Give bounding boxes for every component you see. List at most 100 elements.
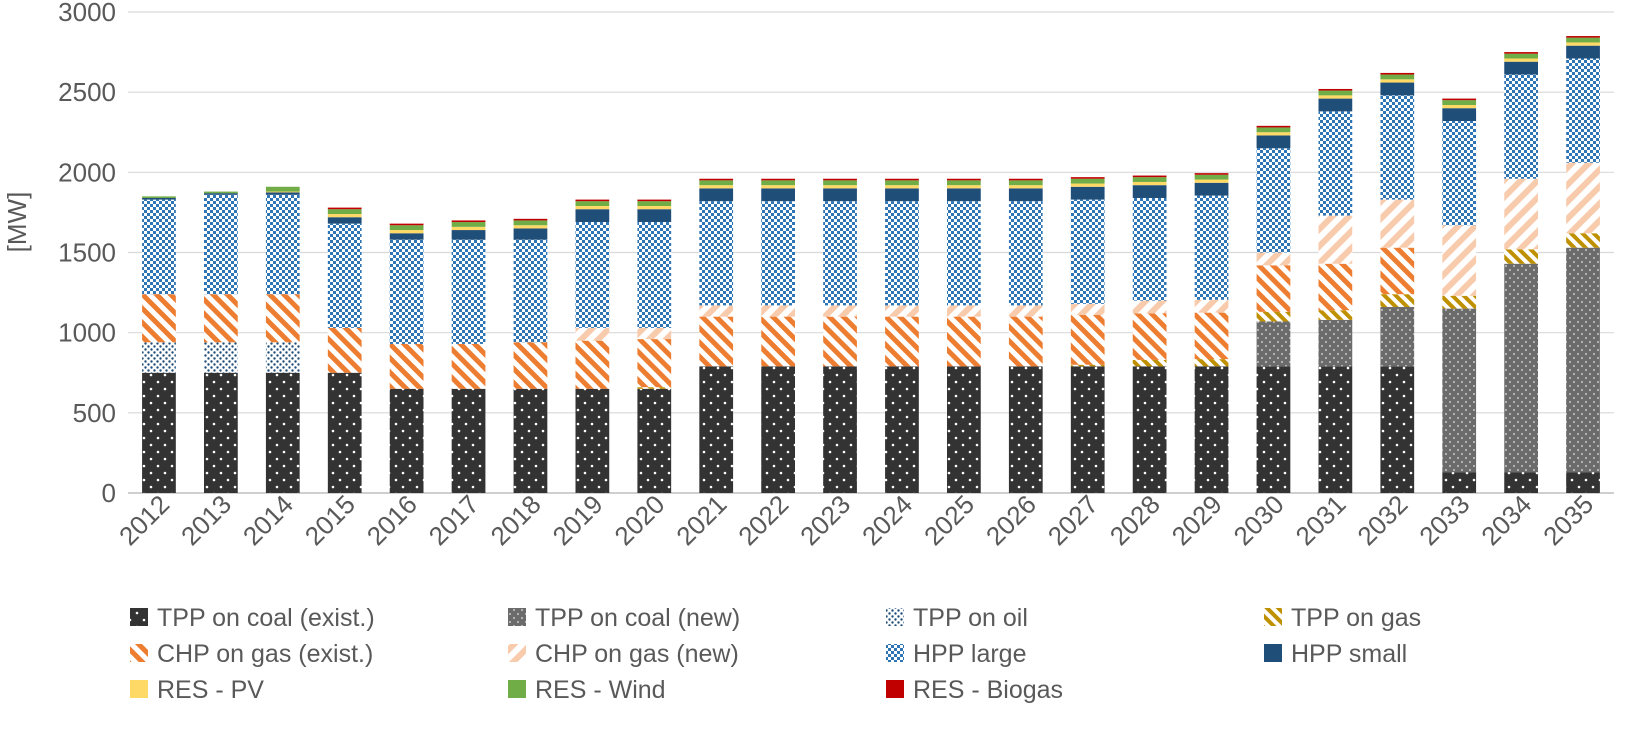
bar-segment-2029-s9	[1194, 174, 1229, 180]
legend-swatch	[508, 608, 526, 626]
bar-segment-2024-s10	[885, 178, 919, 181]
legend-label: CHP on gas (new)	[535, 640, 739, 668]
bar-segment-2035-s7	[1566, 45, 1600, 59]
bar-segment-2017-s7	[451, 230, 486, 240]
bar-segment-2014-s8	[265, 191, 300, 193]
bar-segment-2026-s10	[1008, 178, 1043, 181]
bar-segment-2025-s7	[947, 188, 981, 202]
bar-segment-2015-s8	[327, 214, 362, 218]
bar-segment-2015-s10	[327, 207, 362, 210]
bar-segment-2026-s4	[1008, 316, 1043, 367]
bar-segment-2028-s9	[1132, 177, 1167, 182]
bar-segment-2012-s2	[142, 342, 176, 373]
bar-segment-2032-s10	[1380, 72, 1415, 75]
bar-segment-2029-s4	[1194, 312, 1229, 360]
bar-segment-2017-s0	[451, 388, 486, 493]
bar-segment-2021-s0	[699, 366, 734, 493]
bar-segment-2017-s10	[451, 220, 486, 223]
bar-segment-2016-s10	[389, 223, 424, 226]
bar-segment-2014-s4	[265, 294, 300, 343]
bar-segment-2030-s3	[1256, 311, 1291, 322]
bar-segment-2030-s0	[1256, 366, 1291, 493]
bar-segment-2032-s0	[1380, 366, 1415, 493]
bar-segment-2030-s5	[1256, 252, 1291, 266]
bar-segment-2035-s10	[1566, 36, 1600, 38]
x-tick-label: 2013	[175, 489, 237, 551]
bar-segment-2024-s7	[885, 188, 919, 202]
legend-label: RES - Wind	[535, 676, 666, 704]
legend-label: TPP on oil	[913, 604, 1028, 632]
bar-segment-2030-s4	[1256, 265, 1291, 312]
bar-segment-2026-s0	[1008, 366, 1043, 493]
bar-segment-2019-s5	[575, 327, 610, 341]
bar-segment-2023-s9	[823, 180, 857, 186]
bar-segment-2016-s6	[389, 239, 424, 344]
bar-segment-2025-s4	[947, 316, 981, 367]
legend-swatch	[508, 680, 526, 698]
bar-segment-2020-s3	[637, 387, 672, 389]
bar-segment-2032-s6	[1380, 95, 1415, 200]
bar-segment-2034-s8	[1504, 58, 1538, 62]
bar-segment-2027-s9	[1070, 178, 1105, 184]
x-tick-label: 2031	[1290, 489, 1352, 551]
bar-segment-2029-s0	[1194, 366, 1229, 493]
bar-segment-2014-s7	[265, 192, 300, 195]
bar-segment-2028-s10	[1132, 175, 1167, 178]
bar-segment-2025-s10	[947, 178, 981, 181]
bar-segment-2031-s5	[1318, 215, 1353, 264]
bar-segment-2014-s0	[265, 372, 300, 493]
x-tick-label: 2014	[237, 489, 299, 551]
y-tick-label: 1500	[58, 238, 116, 268]
bar-segment-2029-s6	[1194, 195, 1229, 300]
legend-swatch	[886, 608, 904, 626]
bar-segment-2035-s9	[1566, 37, 1600, 43]
bar-segment-2025-s8	[947, 185, 981, 189]
bar-segment-2028-s7	[1132, 185, 1167, 198]
bar-segment-2029-s8	[1194, 179, 1229, 183]
bar-segment-2033-s8	[1442, 104, 1477, 109]
x-tick-label: 2033	[1413, 489, 1475, 551]
bar-segment-2021-s6	[699, 201, 734, 306]
bar-segment-2030-s10	[1256, 125, 1291, 128]
bar-segment-2016-s0	[389, 388, 424, 493]
bar-segment-2019-s9	[575, 201, 610, 207]
bar-segment-2029-s7	[1194, 182, 1229, 196]
x-tick-label: 2034	[1475, 489, 1537, 551]
bar-segment-2015-s7	[327, 217, 362, 224]
bar-segment-2022-s5	[761, 305, 795, 317]
bar-segment-2031-s4	[1318, 263, 1353, 311]
bar-segment-2020-s10	[637, 199, 672, 202]
bar-segment-2018-s8	[513, 225, 548, 229]
x-tick-label: 2028	[1104, 489, 1166, 551]
bar-segment-2013-s7	[204, 193, 238, 195]
x-tick-label: 2019	[547, 489, 609, 551]
bar-segment-2018-s4	[513, 342, 548, 389]
bar-segment-2012-s9	[142, 196, 176, 198]
bar-segment-2034-s7	[1504, 61, 1538, 75]
bar-segment-2013-s0	[204, 372, 238, 493]
legend-label: HPP large	[913, 640, 1027, 668]
x-tick-label: 2030	[1228, 489, 1290, 551]
bar-segment-2022-s6	[761, 201, 795, 306]
bar-segment-2024-s0	[885, 366, 919, 493]
bar-segment-2017-s4	[451, 343, 486, 389]
bar-segment-2015-s0	[327, 372, 362, 493]
bar-segment-2034-s9	[1504, 53, 1538, 59]
bar-segment-2032-s9	[1380, 74, 1415, 80]
bar-segment-2020-s7	[637, 209, 672, 223]
bar-segment-2026-s6	[1008, 201, 1043, 306]
bar-segment-2023-s4	[823, 316, 857, 367]
bar-segment-2021-s10	[699, 178, 734, 181]
bar-segment-2030-s8	[1256, 132, 1291, 136]
bar-segment-2020-s9	[637, 201, 672, 207]
legend-swatch	[130, 680, 148, 698]
x-axis-ticks: 2012 2013 2014 2015 2016 2017 2018 2019 2020 2021…	[113, 489, 1599, 551]
bar-segment-2033-s10	[1442, 98, 1477, 101]
bar-segment-2020-s8	[637, 206, 672, 210]
bar-segment-2033-s7	[1442, 108, 1477, 122]
bar-segment-2016-s7	[389, 233, 424, 240]
bar-segment-2031-s10	[1318, 88, 1353, 91]
legend-swatch	[886, 644, 904, 662]
bar-segment-2024-s4	[885, 316, 919, 367]
